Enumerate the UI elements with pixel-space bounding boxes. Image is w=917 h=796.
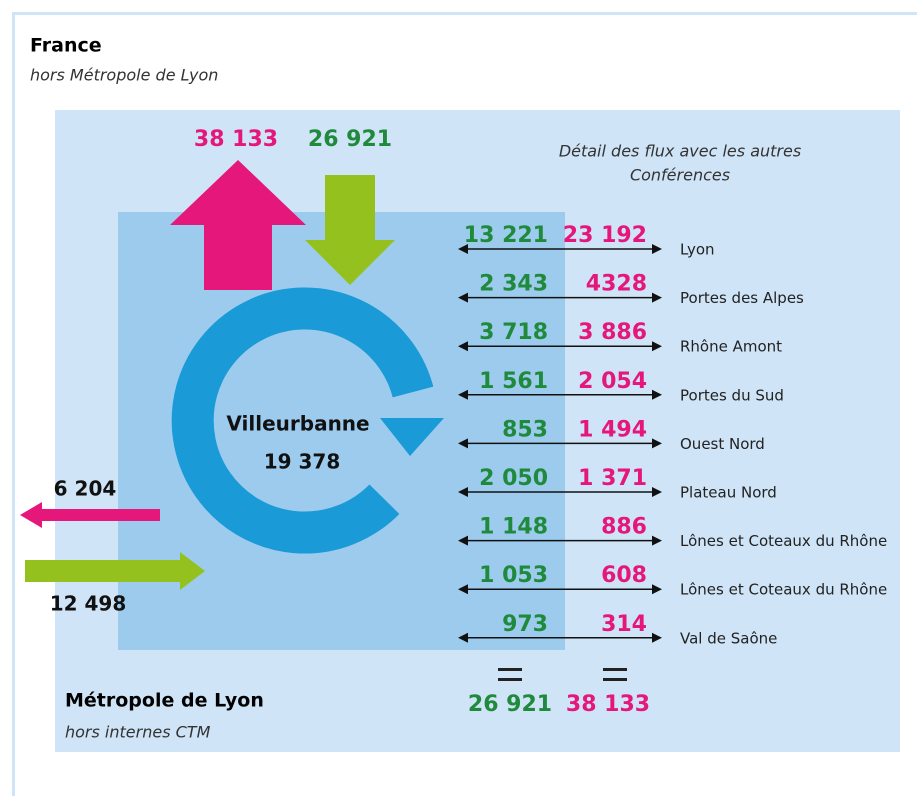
footer-title: Métropole de Lyon bbox=[65, 690, 264, 712]
row-arrow-head bbox=[458, 584, 468, 595]
arrow-out bbox=[170, 160, 306, 290]
row-arrow-head bbox=[652, 292, 662, 303]
row-label: Portes des Alpes bbox=[680, 289, 804, 307]
left-arrow-out bbox=[20, 502, 160, 528]
row-out: 3 886 bbox=[578, 320, 647, 345]
row-arrow-head bbox=[458, 487, 468, 497]
row-in: 973 bbox=[502, 612, 548, 637]
row-label: Portes du Sud bbox=[680, 386, 784, 404]
header-title: France bbox=[30, 35, 102, 57]
row-arrow-head bbox=[652, 584, 662, 595]
row-arrow-head bbox=[458, 535, 468, 546]
top-in-value: 26 921 bbox=[308, 127, 392, 152]
border-top bbox=[12, 12, 917, 15]
row-in: 1 053 bbox=[479, 563, 548, 588]
row-out: 608 bbox=[601, 563, 647, 588]
header-subtitle: hors Métropole de Lyon bbox=[30, 66, 218, 85]
top-out-value: 38 133 bbox=[194, 127, 278, 152]
row-arrow-head bbox=[458, 438, 468, 449]
row-out: 314 bbox=[601, 612, 647, 637]
row-arrow-head bbox=[652, 438, 662, 449]
cycle-arrow-head bbox=[380, 418, 444, 456]
row-arrow-head bbox=[652, 244, 662, 254]
row-out: 886 bbox=[601, 515, 647, 540]
row-label: Rhône Amont bbox=[680, 338, 782, 356]
row-label: Lyon bbox=[680, 241, 715, 259]
footer-subtitle: hors internes CTM bbox=[65, 723, 211, 742]
detail-title: Détail des flux avec les autres bbox=[559, 142, 801, 161]
equals-bar bbox=[603, 668, 627, 671]
row-out: 23 192 bbox=[563, 223, 647, 248]
equals-bar bbox=[498, 668, 522, 671]
row-label: Lônes et Coteaux du Rhône bbox=[680, 532, 887, 550]
row-in: 1 561 bbox=[479, 369, 548, 394]
row-arrow-head bbox=[458, 292, 468, 303]
row-in: 2 050 bbox=[479, 466, 548, 491]
row-arrow-head bbox=[652, 632, 662, 643]
row-label: Val de Saône bbox=[680, 629, 777, 647]
detail-title: Conférences bbox=[630, 166, 730, 185]
equals bbox=[498, 668, 627, 681]
border-left bbox=[12, 12, 15, 796]
equals-bar bbox=[498, 678, 522, 681]
row-label: Plateau Nord bbox=[680, 484, 777, 502]
total-out: 38 133 bbox=[566, 692, 650, 717]
arrow-in bbox=[305, 175, 395, 285]
left-out-value: 6 204 bbox=[54, 477, 117, 501]
row-arrow-head bbox=[652, 487, 662, 497]
row-label: Lônes et Coteaux du Rhône bbox=[680, 581, 887, 599]
row-out: 1 371 bbox=[578, 466, 647, 491]
row-arrow-head bbox=[458, 389, 468, 400]
row-in: 3 718 bbox=[479, 320, 548, 345]
row-out: 1 494 bbox=[578, 417, 647, 442]
row-arrow-head bbox=[458, 244, 468, 254]
center-value: 19 378 bbox=[264, 450, 341, 474]
row-in: 13 221 bbox=[464, 223, 548, 248]
row-arrow-head bbox=[458, 341, 468, 352]
row-arrow-head bbox=[652, 341, 662, 352]
equals-bar bbox=[603, 678, 627, 681]
total-in: 26 921 bbox=[468, 692, 552, 717]
row-arrow-head bbox=[652, 389, 662, 400]
row-out: 2 054 bbox=[578, 369, 647, 394]
row-label: Ouest Nord bbox=[680, 435, 765, 453]
row-out: 4328 bbox=[586, 272, 647, 297]
row-in: 2 343 bbox=[479, 272, 548, 297]
row-arrow-head bbox=[458, 632, 468, 643]
row-in: 1 148 bbox=[479, 515, 548, 540]
row-arrow-head bbox=[652, 535, 662, 546]
left-in-value: 12 498 bbox=[50, 592, 127, 616]
left-arrow-in bbox=[25, 552, 205, 590]
cycle-arrow bbox=[171, 287, 434, 554]
row-in: 853 bbox=[502, 417, 548, 442]
center-name: Villeurbanne bbox=[226, 412, 369, 436]
